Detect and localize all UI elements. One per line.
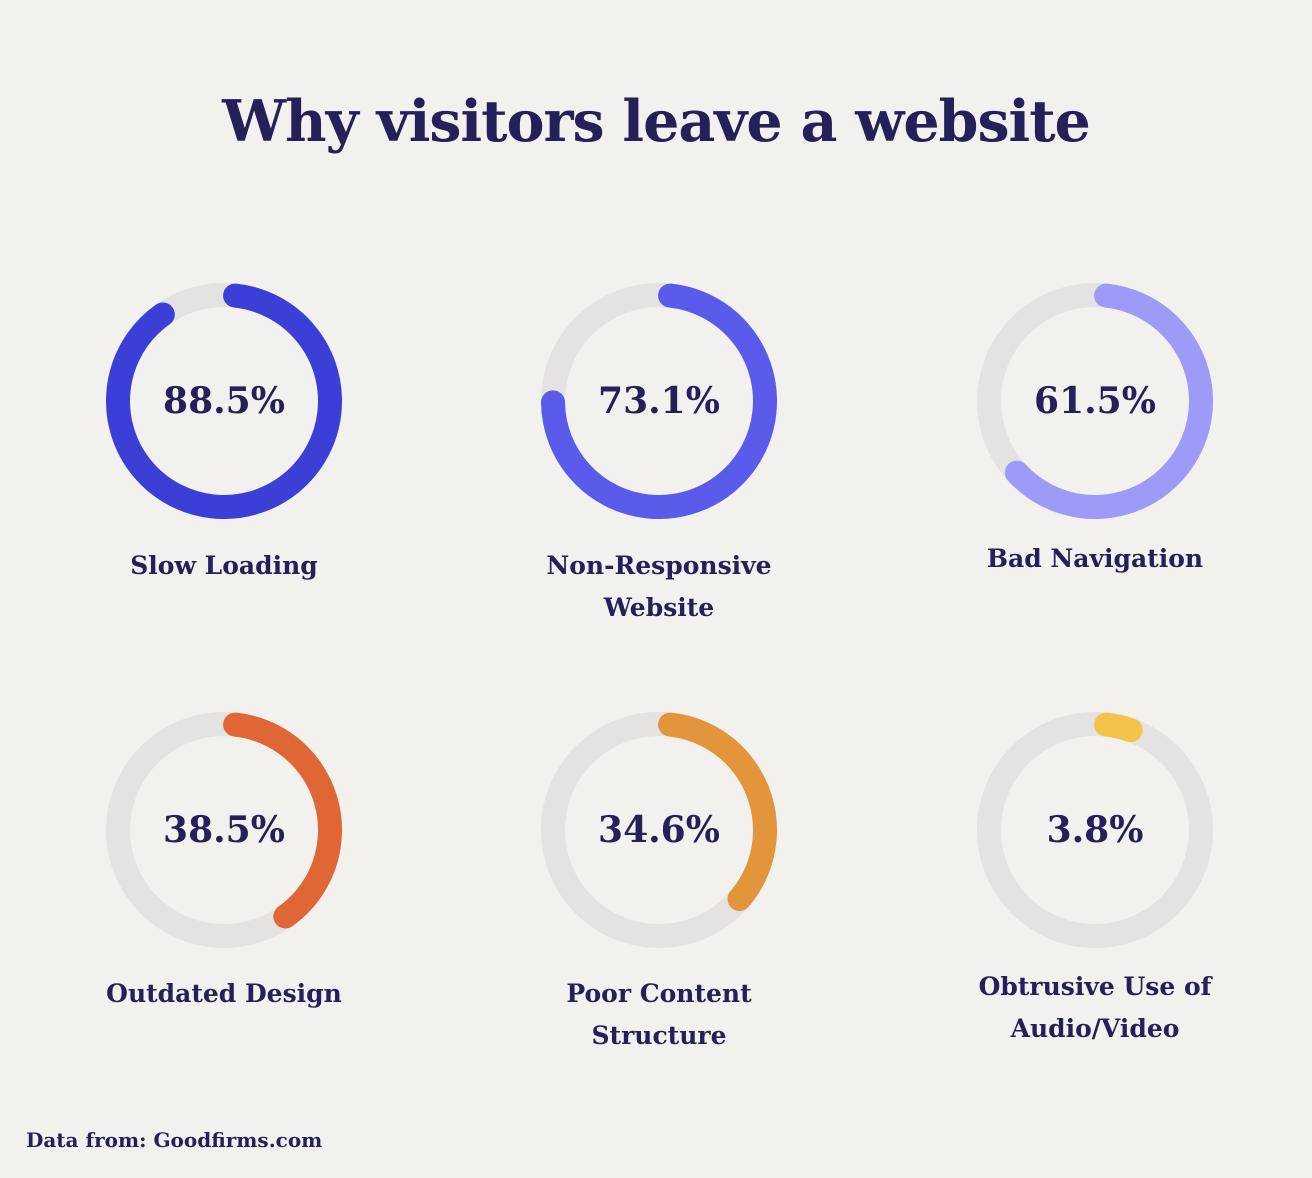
category-label: Poor Content Structure bbox=[566, 979, 752, 1050]
percentage-value: 38.5% bbox=[163, 809, 285, 851]
donut-value-arc bbox=[106, 283, 342, 519]
donut-ring bbox=[977, 712, 1213, 948]
percentage-value: 73.1% bbox=[598, 380, 720, 422]
chart-item-poor-content-structure: 34.6% Poor Content Structure bbox=[459, 712, 859, 1112]
donut-ring bbox=[541, 712, 777, 948]
percentage-value: 34.6% bbox=[598, 809, 720, 851]
data-source-note: Data from: Goodfirms.com bbox=[26, 1128, 323, 1152]
category-label: Bad Navigation bbox=[986, 544, 1204, 573]
chart-item-outdated-design: 38.5% Outdated Design bbox=[24, 712, 424, 1112]
donut-value-arc bbox=[541, 712, 777, 948]
donut-ring bbox=[541, 283, 777, 519]
chart-item-non-responsive-website: 73.1% Non-Responsive Website bbox=[459, 283, 859, 683]
donut-value-arc bbox=[977, 712, 1213, 948]
category-label: Slow Loading bbox=[130, 551, 318, 580]
percentage-value: 88.5% bbox=[163, 380, 285, 422]
chart-item-bad-navigation: 61.5% Bad Navigation bbox=[895, 283, 1295, 683]
category-label: Non-Responsive Website bbox=[546, 551, 772, 622]
category-label: Obtrusive Use of Audio/Video bbox=[978, 972, 1212, 1043]
chart-item-obtrusive-use-of-audio-video: 3.8% Obtrusive Use of Audio/Video bbox=[895, 712, 1295, 1112]
chart-title: Why visitors leave a website bbox=[222, 88, 1091, 155]
chart-item-slow-loading: 88.5% Slow Loading bbox=[24, 283, 424, 683]
donut-ring bbox=[106, 712, 342, 948]
donut-ring bbox=[106, 283, 342, 519]
donut-ring bbox=[977, 283, 1213, 519]
percentage-value: 61.5% bbox=[1034, 380, 1156, 422]
donut-value-arc bbox=[541, 283, 777, 519]
percentage-value: 3.8% bbox=[1046, 809, 1144, 851]
donut-value-arc bbox=[977, 283, 1213, 519]
donut-value-arc bbox=[106, 712, 342, 948]
category-label: Outdated Design bbox=[106, 979, 342, 1008]
